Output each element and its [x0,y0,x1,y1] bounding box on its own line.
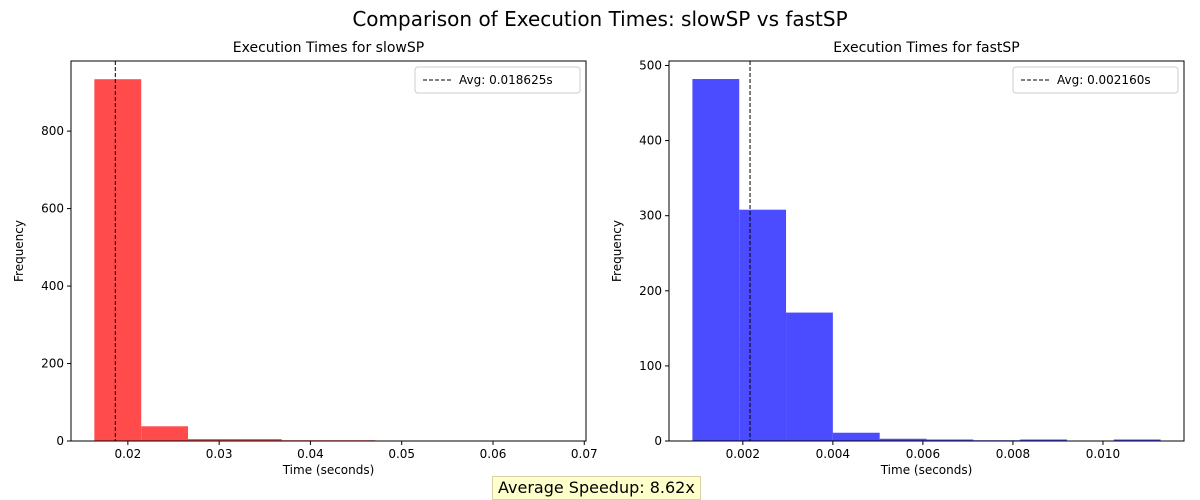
figure-title: Comparison of Execution Times: slowSP vs… [352,7,847,31]
histogram-bar [188,439,235,441]
histogram-bar [786,312,833,441]
y-tick-label: 0 [654,434,662,448]
histogram-bar [879,438,927,441]
x-axis-label: Time (seconds) [282,463,375,476]
axes-frame [70,60,587,442]
x-tick-label: 0.03 [206,447,233,461]
subplot-title: Execution Times for slowSP [233,40,424,56]
y-axis-label: Frequency [610,220,624,282]
y-tick-label: 400 [41,279,64,293]
histogram-bar [832,432,880,441]
y-tick-label: 0 [56,434,64,448]
histogram-bar [94,79,142,442]
y-tick-label: 800 [41,124,64,138]
histogram-bar [1020,439,1067,441]
chart-canvas: Comparison of Execution Times: slowSP vs… [12,7,1185,476]
axes-frame [668,60,1185,442]
x-tick-label: 0.04 [297,447,324,461]
x-tick-label: 0.010 [1086,447,1120,461]
y-tick-label: 600 [41,202,64,216]
histogram-bar [1113,439,1161,441]
histogram-bar [739,209,787,441]
y-tick-label: 200 [41,357,64,371]
y-tick-label: 500 [639,59,662,73]
legend: Avg: 0.018625s [414,66,581,94]
legend-label: Avg: 0.018625s [459,73,553,87]
y-tick-label: 100 [639,359,662,373]
y-axis-label: Frequency [12,220,26,282]
x-tick-label: 0.02 [115,447,142,461]
x-tick-label: 0.06 [480,447,507,461]
x-tick-label: 0.002 [726,447,760,461]
x-tick-label: 0.006 [906,447,940,461]
histogram-bar [141,426,189,441]
subplot-title: Execution Times for fastSP [833,40,1019,56]
legend-label: Avg: 0.002160s [1057,73,1151,87]
subplot-1: 0.02 0.03 0.04 0.05 0.06 0.07 0 200 400 600 800 Exe… [12,40,598,476]
legend-frame [1012,66,1179,94]
x-tick-label: 0.07 [571,447,598,461]
histogram-bar [234,439,282,441]
y-tick-label: 400 [639,134,662,148]
histogram-bar [926,439,974,441]
histogram-bar [692,79,740,441]
y-tick-label: 300 [639,209,662,223]
x-axis-label: Time (seconds) [880,463,973,476]
subplot-2: 0.002 0.004 0.006 0.008 0.010 0 100 200 300 400 50… [610,40,1185,476]
x-tick-label: 0.05 [388,447,415,461]
y-tick-label: 200 [639,284,662,298]
x-tick-label: 0.008 [996,447,1030,461]
speedup-annotation: Average Speedup: 8.62x [492,476,701,500]
legend-frame [414,66,581,94]
legend: Avg: 0.002160s [1012,66,1179,94]
x-tick-label: 0.004 [816,447,850,461]
